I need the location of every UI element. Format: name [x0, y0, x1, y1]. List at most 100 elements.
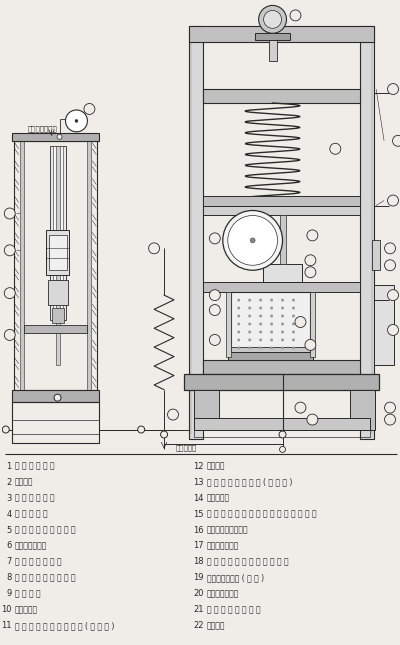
Text: 11: 11: [211, 308, 219, 313]
Text: 17: 17: [6, 211, 14, 216]
Circle shape: [307, 230, 318, 241]
Bar: [194, 430, 370, 437]
Text: 3: 3: [391, 293, 395, 297]
Text: 外　部　水　槽: 外 部 水 槽: [207, 590, 239, 599]
Text: 4: 4: [333, 146, 337, 152]
Bar: [226, 292, 231, 357]
Circle shape: [237, 306, 240, 310]
Text: 3: 3: [6, 493, 12, 502]
Circle shape: [149, 243, 160, 254]
Text: フ ェ レ キ シ ブ ル 管: フ ェ レ キ シ ブ ル 管: [207, 605, 260, 614]
Text: 7: 7: [310, 233, 314, 238]
Circle shape: [248, 299, 251, 302]
Text: 12: 12: [211, 337, 219, 342]
Circle shape: [270, 346, 273, 350]
Text: 7: 7: [6, 557, 12, 566]
Text: 加　圧　用　器: 加 圧 用 器: [207, 542, 239, 550]
Text: 9: 9: [308, 270, 312, 275]
Bar: [189, 26, 374, 43]
Circle shape: [292, 346, 295, 350]
Text: ビ ス ト ン: ビ ス ト ン: [15, 590, 40, 599]
Text: 14: 14: [193, 493, 204, 502]
Circle shape: [237, 330, 240, 333]
Text: 8: 8: [308, 258, 312, 263]
Bar: [263, 264, 302, 282]
Text: 13: 13: [296, 319, 304, 324]
Text: 4: 4: [6, 510, 12, 519]
Bar: [48, 280, 68, 305]
Circle shape: [84, 103, 95, 114]
Circle shape: [388, 84, 398, 95]
Bar: [372, 241, 380, 270]
Bar: [194, 390, 219, 430]
Circle shape: [209, 304, 220, 315]
Text: 圧　力　ケ　ー　ジ: 圧 力 ケ ー ジ: [207, 526, 248, 535]
Bar: [56, 146, 60, 365]
Bar: [350, 390, 375, 430]
Circle shape: [4, 288, 15, 299]
Bar: [52, 308, 64, 323]
Text: 2: 2: [6, 478, 12, 487]
Text: コンプレッサー: コンプレッサー: [28, 126, 58, 132]
Circle shape: [292, 322, 295, 326]
Circle shape: [270, 330, 273, 333]
Bar: [48, 235, 66, 270]
Circle shape: [264, 10, 282, 28]
Circle shape: [237, 322, 240, 326]
Bar: [203, 195, 360, 206]
Bar: [268, 6, 276, 61]
Text: 16: 16: [193, 526, 204, 535]
Text: ガ イ ド ア ー ム: ガ イ ド ア ー ム: [15, 493, 54, 502]
Text: 水 分 移 動 測 定 用 差 動 変 圧 器: 水 分 移 動 測 定 用 差 動 変 圧 器: [207, 557, 288, 566]
Circle shape: [305, 267, 316, 278]
Text: 6: 6: [213, 236, 217, 241]
Circle shape: [384, 243, 396, 254]
Circle shape: [330, 143, 341, 154]
Circle shape: [290, 10, 301, 21]
Circle shape: [388, 290, 398, 301]
Circle shape: [270, 299, 273, 302]
Text: ス プ リ ン グ: ス プ リ ン グ: [15, 510, 47, 519]
Text: 8: 8: [388, 417, 392, 422]
Text: 配　　管: 配 管: [207, 621, 225, 630]
Text: 21: 21: [193, 605, 204, 614]
Bar: [20, 141, 24, 390]
Text: 7: 7: [388, 405, 392, 410]
Circle shape: [281, 330, 284, 333]
Circle shape: [259, 5, 286, 34]
Text: 6: 6: [6, 542, 12, 550]
Circle shape: [237, 315, 240, 317]
Circle shape: [248, 322, 251, 326]
Text: 20: 20: [193, 590, 204, 599]
Circle shape: [292, 315, 295, 317]
Bar: [270, 6, 274, 18]
Circle shape: [281, 299, 284, 302]
Text: ポ ー ラ ス プ レ ー ト ( 多 孔 板 ): ポ ー ラ ス プ レ ー ト ( 多 孔 板 ): [207, 478, 292, 487]
Bar: [12, 133, 99, 141]
Circle shape: [307, 414, 318, 425]
Circle shape: [281, 315, 284, 317]
Text: 19: 19: [6, 291, 14, 295]
Circle shape: [57, 134, 62, 139]
Circle shape: [270, 315, 273, 317]
Circle shape: [4, 330, 15, 341]
Bar: [12, 390, 99, 402]
Bar: [46, 230, 70, 275]
Text: 22: 22: [169, 412, 177, 417]
Bar: [88, 141, 91, 390]
Text: 19: 19: [193, 573, 204, 582]
Text: 1: 1: [6, 462, 12, 471]
Circle shape: [295, 317, 306, 328]
Circle shape: [248, 330, 251, 333]
Circle shape: [259, 346, 262, 350]
Text: 12: 12: [193, 462, 204, 471]
Circle shape: [388, 195, 398, 206]
Bar: [255, 34, 290, 40]
Text: 18: 18: [6, 248, 14, 253]
Circle shape: [250, 238, 255, 243]
Text: 7: 7: [298, 405, 302, 410]
Text: 2: 2: [396, 138, 400, 143]
Circle shape: [270, 306, 273, 310]
Bar: [24, 325, 88, 333]
Bar: [14, 141, 97, 390]
